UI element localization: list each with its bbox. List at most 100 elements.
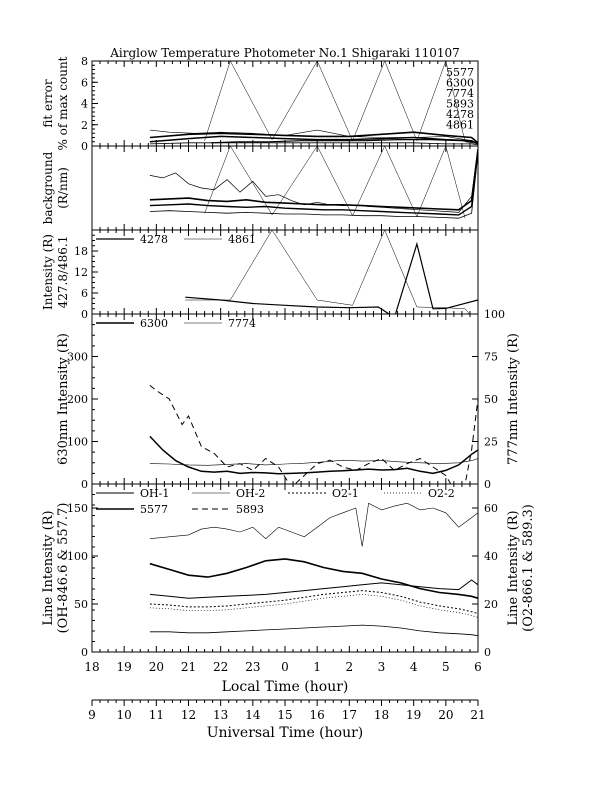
series-label: 7774 xyxy=(446,87,474,100)
panel-background: background (R/nm) xyxy=(41,145,479,231)
y2-tick-label: 0 xyxy=(484,646,491,659)
y-axis-label: (OH-846.6 & 557.7) xyxy=(56,503,71,634)
local-time-tick-label: 23 xyxy=(245,660,260,674)
local-time-tick-label: 3 xyxy=(378,660,386,674)
y2-axis-label: 777nm Intensity (R) xyxy=(506,333,521,465)
series-line-4861 xyxy=(185,230,470,314)
local-time-tick-label: 0 xyxy=(281,660,289,674)
y-tick-label: 6 xyxy=(81,287,88,300)
series-line-bg-3 xyxy=(149,150,478,216)
legend-label: O2-1 xyxy=(332,487,359,500)
series-line-OH-1 xyxy=(149,579,478,599)
y-axis-label: (R/nm) xyxy=(56,167,70,209)
series-group xyxy=(149,146,478,219)
series-line-O2-1 xyxy=(149,590,478,615)
y2-tick-label: 0 xyxy=(484,478,491,491)
y2-axis-label: (O2-866.1 & 589.3) xyxy=(521,504,536,632)
y-tick-label: 50 xyxy=(74,598,88,611)
universal-time-tick-label: 21 xyxy=(470,708,485,722)
series-line-OH-2 xyxy=(149,502,478,547)
y-tick-label: 0 xyxy=(81,308,88,321)
y-tick-label: 18 xyxy=(74,245,88,258)
y-tick-label: 0 xyxy=(81,140,88,153)
series-line-6300 xyxy=(149,435,478,475)
series-group xyxy=(149,385,478,484)
legend-label: 4861 xyxy=(228,233,256,246)
y2-axis-label: Line Intensity (R) xyxy=(506,510,521,625)
legend-label: OH-1 xyxy=(140,487,169,500)
legend-label: 4278 xyxy=(140,233,168,246)
legend-label: 5893 xyxy=(236,503,264,516)
series-line-bg-5 xyxy=(204,146,466,219)
chart-title: Airglow Temperature Photometer No.1 Shig… xyxy=(109,46,460,60)
panel-fit-error: 0 2 4 6 8 fit error% of max count 557763007774… xyxy=(41,55,479,153)
y-tick-label: 200 xyxy=(67,393,88,406)
y-axis-label: Intensity (R) xyxy=(41,234,55,310)
universal-time-tick-label: 17 xyxy=(342,708,357,722)
y-tick-label: 100 xyxy=(67,436,88,449)
panel-intensity-4278-4861: 0 6 12 18 Intensity (R) 427.8/486.1 4278 4861 xyxy=(41,229,479,321)
panel-frame xyxy=(91,145,479,231)
y2-tick-label: 60 xyxy=(484,502,498,515)
y-tick-label: 100 xyxy=(67,550,88,563)
series-line-4278 xyxy=(210,139,478,144)
local-time-tick-label: 5 xyxy=(442,660,450,674)
universal-time-tick-label: 11 xyxy=(149,708,164,722)
local-time-tick-label: 21 xyxy=(181,660,196,674)
series-label: 4278 xyxy=(446,108,474,121)
universal-time-tick-label: 10 xyxy=(117,708,132,722)
universal-time-tick-label: 19 xyxy=(406,708,421,722)
local-time-axis-label: Local Time (hour) xyxy=(222,679,349,695)
local-time-tick-label: 20 xyxy=(149,660,164,674)
local-time-tick-label: 22 xyxy=(213,660,228,674)
local-time-tick-label: 19 xyxy=(117,660,132,674)
series-group xyxy=(149,61,478,146)
series-line-4278 xyxy=(185,241,478,314)
series-line-O2-2 xyxy=(149,594,478,618)
y-tick-label: 6 xyxy=(81,76,88,89)
y-tick-label: 4 xyxy=(81,98,88,111)
legend-label: 5577 xyxy=(140,503,168,516)
universal-time-tick-label: 15 xyxy=(277,708,292,722)
y-axis-label: 427.8/486.1 xyxy=(56,236,70,309)
universal-time-tick-label: 18 xyxy=(374,708,389,722)
series-line-5577 xyxy=(149,558,478,599)
y2-tick-label: 40 xyxy=(484,550,498,563)
y-tick-label: 0 xyxy=(81,478,88,491)
series-line-7774 xyxy=(149,129,478,144)
series-label: 6300 xyxy=(446,77,474,90)
legend-label: 7774 xyxy=(228,317,256,330)
y-tick-label: 2 xyxy=(81,119,88,132)
series-line-5577 xyxy=(149,131,478,144)
series-line-bg-1 xyxy=(149,147,478,213)
series-line-5893 xyxy=(149,142,478,146)
y2-tick-label: 25 xyxy=(484,436,498,449)
legend-label: O2-2 xyxy=(428,487,455,500)
local-time-tick-label: 2 xyxy=(346,660,354,674)
local-time-tick-label: 18 xyxy=(84,660,99,674)
y-tick-label: 0 xyxy=(81,646,88,659)
series-group xyxy=(149,502,478,637)
series-group xyxy=(185,230,478,314)
universal-time-tick-label: 9 xyxy=(88,708,96,722)
y-tick-label: 12 xyxy=(74,266,88,279)
y-axis-label: % of max count xyxy=(56,56,70,150)
legend-label: OH-2 xyxy=(236,487,265,500)
y-tick-label: 150 xyxy=(67,502,88,515)
y-axis-label: Line Intensity (R) xyxy=(41,510,56,625)
series-label: 4861 xyxy=(446,119,474,132)
y2-tick-label: 50 xyxy=(484,393,498,406)
universal-time-tick-label: 16 xyxy=(310,708,325,722)
series-line-5893 xyxy=(149,624,478,637)
y-tick-label: 300 xyxy=(67,351,88,364)
y2-tick-label: 20 xyxy=(484,598,498,611)
universal-time-tick-label: 12 xyxy=(181,708,196,722)
y-axis-label: fit error xyxy=(41,79,55,127)
y-tick-label: 8 xyxy=(81,55,88,68)
y-axis-label: 630nm Intensity (R) xyxy=(56,333,71,465)
